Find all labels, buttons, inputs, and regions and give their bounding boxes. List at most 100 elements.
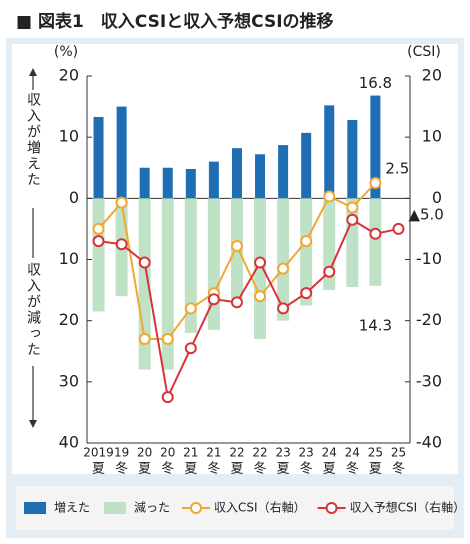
point — [323, 190, 336, 203]
point — [138, 333, 151, 346]
data-label: 14.3 — [359, 316, 392, 334]
y2-tick-label: 0 — [432, 188, 442, 207]
down-label: 収入が減った — [25, 262, 41, 358]
bar — [300, 198, 313, 306]
bar — [277, 198, 290, 321]
point — [161, 333, 174, 346]
data-label: ▲5.0 — [408, 205, 443, 223]
point — [300, 235, 313, 248]
bar — [162, 167, 173, 199]
point — [323, 265, 336, 278]
y2-tick-label: -40 — [416, 433, 442, 452]
data-label: 16.8 — [359, 74, 392, 92]
x-tick-label: 20 — [160, 446, 175, 460]
x-tick-label: 冬 — [254, 461, 267, 477]
y2-tick-label: 10 — [422, 127, 442, 146]
legend-label: 減った — [134, 500, 170, 515]
bar — [93, 116, 104, 199]
point — [161, 391, 174, 404]
point — [346, 201, 359, 214]
bar — [278, 145, 289, 199]
x-tick-label: 夏 — [369, 462, 382, 477]
legend-label: 増えた — [54, 501, 90, 515]
y2-tick-label: -10 — [416, 249, 442, 268]
x-tick-label: 夏 — [138, 462, 151, 477]
point — [346, 213, 359, 226]
x-tick-label: 冬 — [161, 461, 174, 477]
x-tick-label: 冬 — [392, 461, 405, 477]
bar — [116, 106, 127, 199]
bar — [324, 105, 335, 199]
point — [392, 222, 405, 235]
x-tick-label: 2019 — [83, 446, 114, 460]
x-tick-label: 25 — [368, 446, 383, 460]
x-tick-label: 夏 — [230, 462, 243, 477]
x-tick-label: 夏 — [323, 462, 336, 477]
x-tick-label: 冬 — [346, 461, 359, 477]
x-tick-label: 23 — [275, 446, 290, 460]
x-tick-label: 24 — [345, 446, 360, 460]
point — [207, 293, 220, 306]
point — [369, 177, 382, 190]
bar — [161, 198, 174, 370]
y-axis-label: (%) — [54, 44, 78, 60]
y-tick-label: 20 — [59, 310, 79, 329]
x-tick-label: 23 — [299, 446, 314, 460]
point — [230, 240, 243, 253]
bar — [369, 198, 382, 286]
y2-tick-label: -30 — [416, 371, 442, 390]
line — [98, 218, 399, 401]
point — [300, 287, 313, 300]
legend-label: 収入CSI（右軸） — [214, 500, 306, 515]
y2-tick-label: 20 — [422, 66, 442, 85]
bar — [92, 198, 105, 312]
point — [92, 222, 105, 235]
point — [115, 238, 128, 251]
x-tick-label: 夏 — [92, 462, 105, 477]
x-tick-label: 冬 — [300, 461, 313, 477]
data-label: 2.5 — [385, 160, 409, 178]
x-tick-label: 24 — [322, 446, 337, 460]
y2-tick-label: -20 — [416, 310, 442, 329]
legend-swatch — [190, 502, 203, 514]
y-tick-label: 30 — [59, 371, 79, 390]
point — [277, 262, 290, 275]
x-tick-label: 20 — [137, 446, 152, 460]
bar — [370, 95, 381, 199]
y-tick-label: 0 — [69, 188, 79, 207]
bar — [185, 168, 196, 199]
point — [184, 342, 197, 355]
y-tick-label: 10 — [59, 127, 79, 146]
x-tick-label: 19 — [114, 446, 129, 460]
y-tick-label: 10 — [59, 249, 79, 268]
point — [230, 296, 243, 309]
x-tick-label: 22 — [229, 446, 244, 460]
point — [369, 227, 382, 240]
legend-box — [16, 486, 454, 530]
legend-swatch — [24, 502, 46, 514]
x-tick-label: 夏 — [277, 462, 290, 477]
legend-label: 収入予想CSI（右軸） — [350, 500, 466, 515]
point — [184, 302, 197, 315]
x-tick-label: 21 — [183, 446, 198, 460]
x-tick-label: 冬 — [207, 461, 220, 477]
x-tick-label: 夏 — [184, 462, 197, 477]
bar — [301, 132, 312, 199]
point — [277, 302, 290, 315]
legend-swatch — [104, 502, 127, 514]
point — [254, 256, 267, 269]
side-arrows — [29, 68, 37, 428]
x-tick-label: 25 — [391, 446, 406, 460]
y-tick-label: 40 — [59, 433, 79, 452]
bar — [254, 198, 267, 340]
x-tick-label: 22 — [252, 446, 267, 460]
bar — [208, 161, 219, 199]
bar — [139, 167, 150, 199]
chart-title: ■ 図表1 収入CSIと収入予想CSIの推移 — [16, 11, 334, 32]
point — [115, 196, 128, 209]
point — [92, 235, 105, 248]
bar — [184, 198, 197, 333]
legend-swatch — [325, 502, 338, 514]
point — [254, 290, 267, 303]
